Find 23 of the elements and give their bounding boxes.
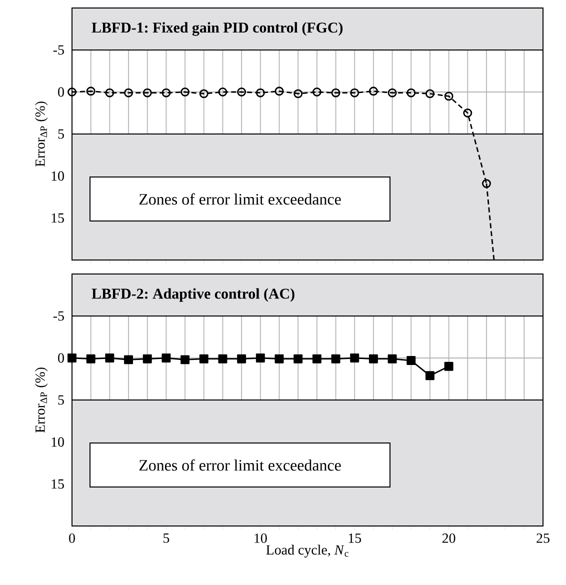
band-label: Zones of error limit exceedance [139,193,341,205]
y-tick-label: 10 [52,171,64,181]
y-tick-label: -5 [53,45,64,55]
y-tick-label: 0 [58,353,64,363]
y-tick-label: 15 [52,479,64,489]
x-tick-label: 20 [442,534,456,543]
x-tick-label: 25 [536,534,550,543]
x-tick-label: 5 [164,534,170,543]
y-axis-title: Error$_{ΔP}$ (%) [35,102,48,167]
x-tick-label: 10 [254,534,267,543]
y-tick-label: 15 [52,213,64,223]
text: LBFD-2: Adaptive control (AC) [92,288,294,302]
x-tick-label: 15 [348,533,362,543]
y-tick-label: 5 [58,395,64,405]
x-axis-title: Load cycle, N$_{c}$ [266,544,348,558]
x-tick-label: 0 [69,534,75,543]
y-tick-label: 10 [52,437,64,447]
y-tick-label: -5 [53,311,64,321]
y-tick-label: 5 [58,129,64,139]
band-label: Zones of error limit exceedance [139,459,341,471]
y-tick-label: 0 [58,87,64,97]
y-axis-title: Error$_{ΔP}$ (%) [35,368,48,433]
text: LBFD-1: Fixed gain PID control (FGC) [92,22,343,36]
